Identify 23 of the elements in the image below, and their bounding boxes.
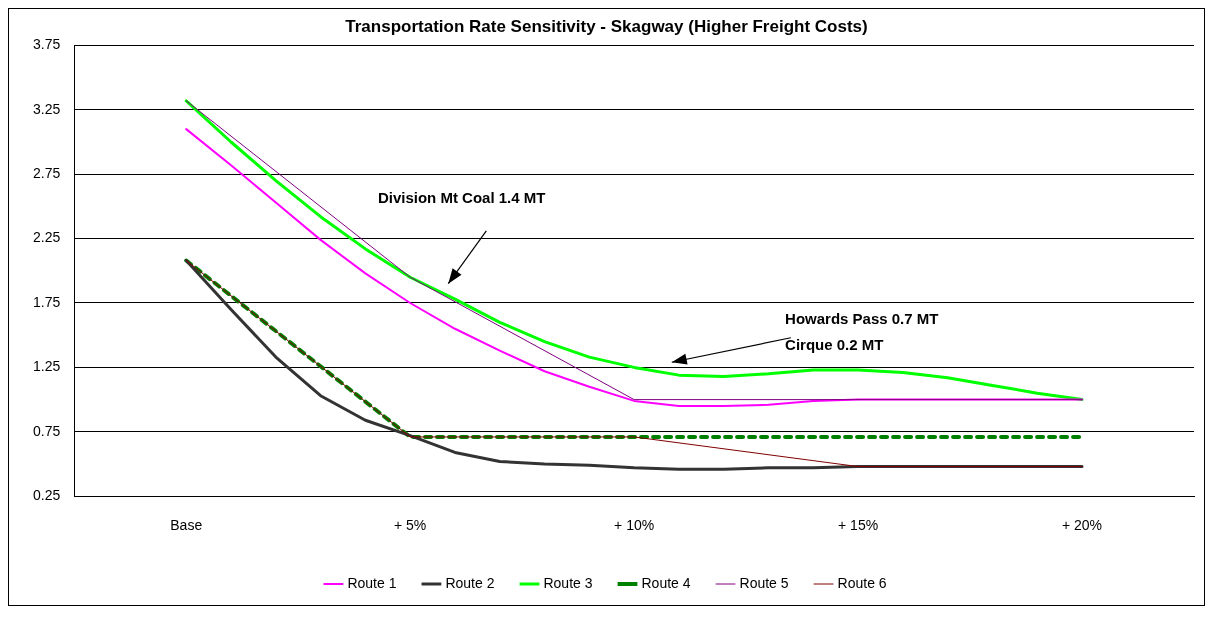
legend-label: Route 6 (837, 574, 887, 591)
y-tick-label: 0.25 (33, 487, 61, 504)
chart-title: Transportation Rate Sensitivity - Skagway (Higher Freight Costs) (345, 16, 868, 36)
y-tick-label: 1.25 (33, 358, 61, 375)
legend-label: Route 5 (739, 574, 789, 591)
legend-label: Route 1 (347, 574, 397, 591)
y-tick-label: 1.75 (33, 293, 61, 310)
legend-label: Route 2 (445, 574, 495, 591)
x-tick-label: Base (170, 517, 203, 534)
x-tick-label: + 20% (1061, 517, 1103, 534)
y-tick-label: 0.75 (33, 422, 61, 439)
y-tick-label: 2.75 (33, 165, 61, 182)
y-tick-label: 3.75 (33, 36, 61, 53)
legend-label: Route 3 (543, 574, 593, 591)
x-tick-label: + 15% (838, 517, 879, 534)
x-tick-label: + 10% (614, 517, 655, 534)
annotation: Division Mt Coal 1.4 MT (377, 188, 546, 206)
annotation: Howards Pass 0.7 MT (785, 309, 939, 327)
y-tick-label: 2.25 (33, 229, 61, 246)
y-tick-label: 3.25 (33, 100, 61, 117)
legend-label: Route 4 (641, 574, 691, 591)
annotation: Cirque 0.2 MT (785, 335, 884, 353)
x-tick-label: + 5% (394, 517, 427, 534)
